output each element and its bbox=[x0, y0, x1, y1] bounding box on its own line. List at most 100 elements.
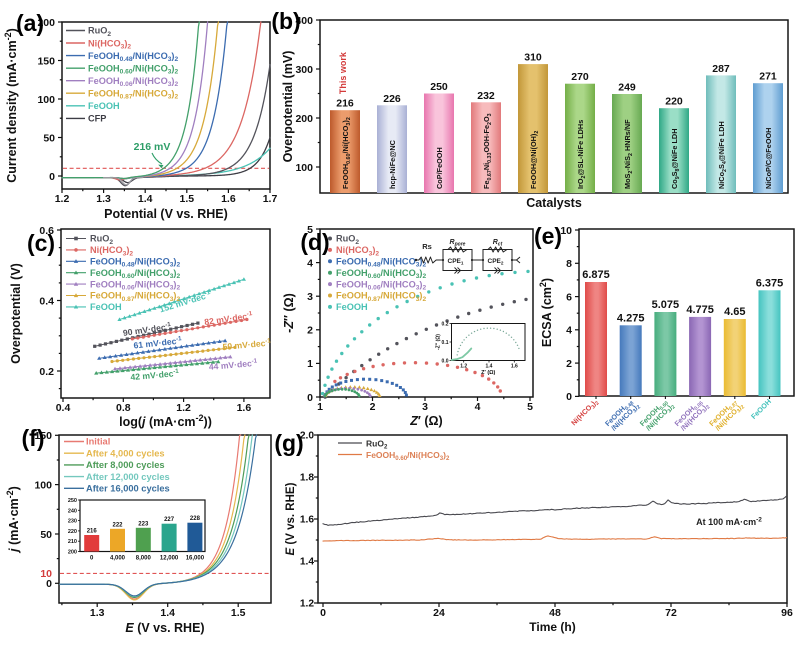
svg-text:228: 228 bbox=[190, 516, 201, 522]
svg-text:200: 200 bbox=[68, 550, 77, 556]
svg-text:2: 2 bbox=[307, 325, 313, 337]
svg-text:44 mV·dec-1​: 44 mV·dec-1​ bbox=[208, 357, 258, 372]
svg-text:10: 10 bbox=[40, 568, 52, 580]
svg-text:1.3: 1.3 bbox=[90, 607, 105, 619]
svg-text:50: 50 bbox=[40, 529, 52, 541]
svg-text:0.1: 0.1 bbox=[442, 340, 449, 346]
svg-text:96: 96 bbox=[781, 607, 793, 619]
svg-text:200: 200 bbox=[295, 113, 313, 125]
svg-text:2: 2 bbox=[370, 401, 376, 413]
svg-text:(g): (g) bbox=[274, 430, 303, 456]
svg-text:(f): (f) bbox=[22, 425, 45, 451]
svg-text:4: 4 bbox=[475, 401, 481, 413]
svg-text:MoS2​-NiS2​ HNRs/NF: MoS2​-NiS2​ HNRs/NF bbox=[623, 119, 634, 189]
svg-text:0: 0 bbox=[49, 171, 55, 183]
svg-text:300: 300 bbox=[295, 64, 313, 76]
svg-text:At 100 mA·cm-2​: At 100 mA·cm-2​ bbox=[696, 517, 762, 527]
svg-text:2: 2 bbox=[566, 358, 572, 370]
svg-text:0.2: 0.2 bbox=[442, 321, 449, 327]
svg-text:Overpotential (mV): Overpotential (mV) bbox=[281, 51, 295, 163]
svg-text:0.8: 0.8 bbox=[116, 402, 131, 414]
svg-text:(b): (b) bbox=[271, 8, 300, 34]
svg-text:1.6: 1.6 bbox=[300, 515, 314, 526]
svg-text:210: 210 bbox=[68, 539, 77, 545]
svg-text:12,000: 12,000 bbox=[160, 556, 179, 562]
svg-text:Overpotential (V): Overpotential (V) bbox=[9, 263, 23, 364]
svg-text:NiCoP/C@FeOOH: NiCoP/C@FeOOH bbox=[764, 128, 773, 189]
svg-text:4: 4 bbox=[566, 325, 572, 337]
svg-text:1.2: 1.2 bbox=[300, 599, 314, 610]
svg-text:RuO2​: RuO2​ bbox=[88, 26, 111, 38]
svg-text:250: 250 bbox=[430, 81, 448, 93]
svg-text:This work: This work bbox=[338, 51, 348, 94]
svg-text:50 mV·dec-1​: 50 mV·dec-1​ bbox=[222, 337, 272, 352]
svg-text:FeOOH0.60​/Ni(HCO3​)2​: FeOOH0.60​/Ni(HCO3​)2​ bbox=[336, 268, 426, 280]
svg-text:240: 240 bbox=[68, 508, 77, 514]
svg-text:100: 100 bbox=[37, 94, 55, 106]
svg-text:50: 50 bbox=[43, 132, 55, 144]
svg-text:-Z′′ (Ω): -Z′′ (Ω) bbox=[282, 293, 296, 333]
svg-text:(a): (a) bbox=[16, 10, 44, 36]
svg-text:1.6: 1.6 bbox=[237, 402, 252, 414]
svg-text:270: 270 bbox=[571, 71, 589, 83]
svg-text:5: 5 bbox=[527, 401, 533, 413]
svg-text:0.6: 0.6 bbox=[39, 225, 54, 237]
svg-text:Rpore​: Rpore​ bbox=[450, 239, 466, 248]
svg-text:226: 226 bbox=[383, 93, 401, 105]
svg-text:227: 227 bbox=[164, 517, 175, 523]
svg-text:FeOOH: FeOOH bbox=[90, 302, 122, 312]
svg-text:1.2: 1.2 bbox=[176, 402, 191, 414]
svg-text:1.5: 1.5 bbox=[231, 607, 246, 619]
svg-text:Ni(HCO3​)2​: Ni(HCO3​)2​ bbox=[88, 38, 131, 50]
svg-text:E (V vs. RHE): E (V vs. RHE) bbox=[285, 482, 297, 555]
svg-text:220: 220 bbox=[665, 96, 683, 108]
svg-text:Rct​: Rct​ bbox=[493, 239, 503, 248]
svg-text:232: 232 bbox=[477, 90, 495, 102]
svg-text:Co9​S8​@NiFe LDH: Co9​S8​@NiFe LDH bbox=[670, 129, 681, 189]
svg-text:FeOOH0.87​/Ni(HCO3​)2​: FeOOH0.87​/Ni(HCO3​)2​ bbox=[336, 291, 426, 303]
svg-text:After 16,000 cycles: After 16,000 cycles bbox=[86, 484, 170, 494]
svg-text:1.4: 1.4 bbox=[160, 607, 175, 619]
svg-text:RuO2​: RuO2​ bbox=[366, 439, 388, 451]
svg-text:FeOOH: FeOOH bbox=[336, 302, 368, 312]
svg-text:1.5: 1.5 bbox=[179, 193, 194, 205]
svg-text:-Z′′ (Ω): -Z′′ (Ω) bbox=[436, 334, 442, 350]
svg-text:5: 5 bbox=[307, 224, 313, 236]
svg-text:1.2: 1.2 bbox=[460, 364, 467, 370]
svg-text:Fe0.67​Ni0.33​OOH-Fe2​O3​: Fe0.67​Ni0.33​OOH-Fe2​O3​ bbox=[482, 113, 493, 189]
svg-text:CPE1​: CPE1​ bbox=[448, 258, 464, 266]
svg-text:FeOOH0.60​/Ni(HCO3​)2​: FeOOH0.60​/Ni(HCO3​)2​ bbox=[366, 450, 450, 462]
svg-text:(d): (d) bbox=[300, 229, 329, 255]
svg-text:216: 216 bbox=[87, 529, 98, 535]
svg-text:223: 223 bbox=[138, 521, 149, 527]
svg-text:(e): (e) bbox=[534, 223, 562, 249]
svg-text:0: 0 bbox=[307, 392, 313, 404]
svg-text:310: 310 bbox=[524, 52, 542, 64]
svg-text:After 8,000 cycles: After 8,000 cycles bbox=[86, 460, 165, 470]
svg-text:FeOOH: FeOOH bbox=[88, 101, 120, 111]
svg-text:log(j (mA·cm-2​)): log(j (mA·cm-2​)) bbox=[119, 413, 212, 429]
svg-text:0.0: 0.0 bbox=[442, 358, 449, 364]
svg-text:Potential (V vs. RHE): Potential (V vs. RHE) bbox=[104, 207, 228, 221]
svg-text:10: 10 bbox=[560, 225, 572, 237]
svg-text:FeOOH0.48​/Ni(HCO3​)2​: FeOOH0.48​/Ni(HCO3​)2​ bbox=[90, 257, 180, 269]
svg-text:Initial: Initial bbox=[86, 437, 110, 447]
svg-text:250: 250 bbox=[68, 498, 77, 504]
svg-text:6: 6 bbox=[566, 291, 572, 303]
svg-text:249: 249 bbox=[618, 81, 636, 93]
svg-text:FeOOH0.06​/Ni(HCO3​)2​: FeOOH0.06​/Ni(HCO3​)2​ bbox=[88, 76, 178, 88]
svg-text:E (V vs. RHE): E (V vs. RHE) bbox=[125, 621, 204, 635]
svg-text:j (mA·cm-2​): j (mA·cm-2​) bbox=[5, 486, 21, 554]
svg-text:FeOOH0.87​/Ni(HCO3​)2​: FeOOH0.87​/Ni(HCO3​)2​ bbox=[90, 291, 180, 303]
svg-text:222: 222 bbox=[112, 522, 123, 528]
svg-text:FeOOH0.60​/Ni(HCO3​)2​: FeOOH0.60​/Ni(HCO3​)2​ bbox=[341, 117, 352, 189]
svg-text:287: 287 bbox=[712, 63, 730, 75]
svg-text:6.375: 6.375 bbox=[756, 277, 784, 289]
svg-text:16,000: 16,000 bbox=[186, 556, 205, 562]
svg-text:1.7: 1.7 bbox=[263, 193, 278, 205]
svg-text:4.65: 4.65 bbox=[724, 306, 745, 318]
svg-text:216 mV: 216 mV bbox=[134, 141, 171, 153]
svg-text:1.2: 1.2 bbox=[55, 193, 70, 205]
svg-text:FeOOH0.48​/Ni(HCO3​)2​: FeOOH0.48​/Ni(HCO3​)2​ bbox=[336, 257, 426, 269]
svg-text:42 mV·dec-1​: 42 mV·dec-1​ bbox=[130, 368, 180, 383]
